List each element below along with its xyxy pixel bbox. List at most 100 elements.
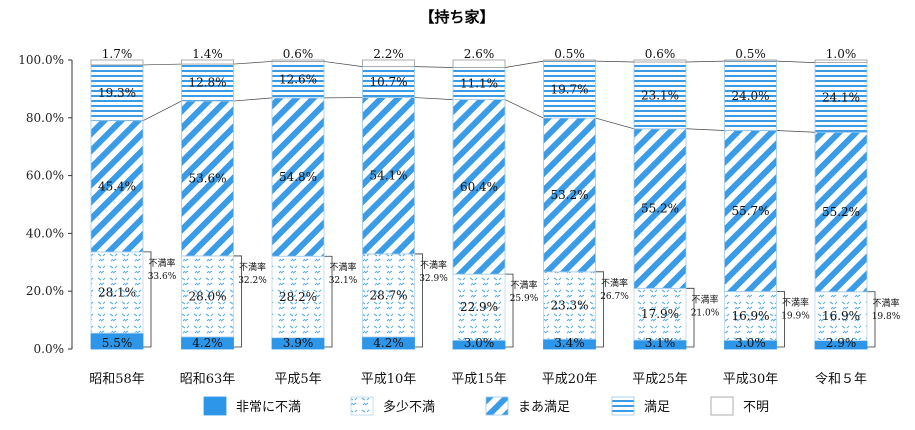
unknown-segment: [90, 59, 144, 66]
fairly-satisfied-segment: [181, 100, 234, 257]
satisfied-segment: [633, 61, 687, 130]
satisfied-label: 12.6%: [279, 73, 317, 87]
fairly-satisfied-segment: [452, 99, 506, 275]
legend-swatch: [485, 396, 509, 416]
x-category-label: 昭和63年: [180, 372, 236, 387]
somewhat-dissatisfied-label: 17.9%: [641, 307, 679, 321]
legend-label: 非常に不満: [236, 400, 301, 415]
data-labels: 5.5% 28.1% 45.4% 19.3% 1.7% 不満率 33.6% 4.2% 28.0%…: [98, 47, 901, 350]
unknown-segment: [814, 59, 868, 64]
legend-label: まあ満足: [518, 400, 570, 415]
legend-swatch: [710, 396, 734, 416]
somewhat-dissatisfied-label: 23.3%: [550, 299, 588, 313]
satisfied-segment: [452, 67, 506, 100]
dissatisfaction-bracket: [776, 291, 785, 348]
very-dissatisfied-label: 3.0%: [464, 336, 495, 350]
dissatisfaction-rate-title: 不満率: [601, 277, 628, 289]
x-category-label: 平成15年: [451, 372, 507, 387]
series-connector-line: [504, 60, 544, 68]
satisfied-label: 23.1%: [641, 88, 679, 102]
x-category-label: 平成5年: [274, 372, 321, 387]
fairly-satisfied-label: 55.7%: [731, 204, 769, 218]
somewhat-dissatisfied-label: 28.0%: [188, 289, 226, 303]
dissatisfaction-rate-title: 不満率: [329, 261, 356, 273]
series-connector-line: [142, 100, 182, 122]
series-connector-line: [504, 99, 544, 119]
satisfied-segment: [362, 66, 415, 98]
somewhat-dissatisfied-label: 22.9%: [460, 300, 498, 314]
fairly-satisfied-segment: [90, 120, 144, 253]
unknown-label: 0.6%: [283, 47, 314, 61]
somewhat-dissatisfied-segment: [633, 287, 687, 341]
somewhat-dissatisfied-segment: [452, 273, 506, 341]
chart-title: 【持ち家】: [419, 8, 494, 26]
series-connector-line: [233, 97, 273, 102]
x-category-label: 平成10年: [361, 372, 417, 387]
fairly-satisfied-segment: [814, 131, 868, 293]
legend-label: 不明: [743, 400, 769, 415]
series-connector-line: [595, 117, 635, 130]
very-dissatisfied-label: 3.1%: [645, 336, 676, 350]
y-tick-label: 0.0%: [34, 342, 65, 356]
somewhat-dissatisfied-label: 28.1%: [98, 286, 136, 300]
connector-lines: [142, 60, 876, 348]
legend-swatch: [350, 396, 374, 416]
very-dissatisfied-label: 2.9%: [826, 336, 857, 350]
fairly-satisfied-label: 55.2%: [641, 202, 679, 216]
very-dissatisfied-label: 3.0%: [735, 336, 766, 350]
very-dissatisfied-label: 4.2%: [192, 336, 223, 350]
satisfied-label: 19.7%: [550, 83, 588, 97]
somewhat-dissatisfied-segment: [814, 291, 868, 342]
fairly-satisfied-label: 60.4%: [460, 180, 498, 194]
dissatisfaction-rate-value: 32.1%: [329, 276, 358, 286]
series-connector-line: [776, 60, 816, 63]
dissatisfaction-rate-value: 19.9%: [781, 311, 810, 321]
dissatisfaction-bracket: [324, 255, 333, 348]
somewhat-dissatisfied-segment: [362, 253, 415, 338]
fairly-satisfied-label: 45.4%: [98, 179, 136, 193]
series-connector-line: [595, 60, 635, 63]
y-tick-label: 60.0%: [26, 169, 64, 183]
legend-swatch: [611, 396, 635, 416]
somewhat-dissatisfied-label: 16.9%: [822, 309, 860, 323]
satisfied-label: 10.7%: [369, 75, 407, 89]
unknown-segment: [452, 59, 506, 68]
bars: [90, 59, 868, 350]
unknown-label: 0.5%: [735, 47, 766, 61]
y-tick-label: 20.0%: [26, 284, 64, 298]
dissatisfaction-rate-title: 不満率: [510, 279, 537, 291]
dissatisfaction-rate-title: 不満率: [420, 259, 447, 271]
satisfied-segment: [543, 60, 596, 119]
somewhat-dissatisfied-segment: [181, 255, 234, 338]
fairly-satisfied-segment: [543, 117, 596, 273]
dissatisfaction-rate-title: 不満率: [691, 293, 718, 305]
y-axis: 0.0% 20.0% 40.0% 60.0% 80.0% 100.0%: [18, 53, 73, 356]
series-connector-line: [685, 128, 725, 131]
legend: 非常に不満 多少不満 まあ満足 満足 不明: [203, 396, 769, 416]
fairly-satisfied-label: 54.1%: [369, 169, 407, 183]
fairly-satisfied-segment: [724, 130, 777, 292]
dissatisfaction-bracket: [414, 253, 423, 348]
fairly-satisfied-label: 53.2%: [550, 188, 588, 202]
dissatisfaction-rate-value: 32.9%: [419, 274, 448, 284]
unknown-segment: [271, 59, 325, 62]
unknown-segment: [633, 59, 687, 63]
series-connector-line: [142, 63, 182, 66]
legend-label: 多少不満: [383, 399, 435, 415]
x-category-label: 令和５年: [815, 372, 867, 387]
fairly-satisfied-segment: [633, 128, 687, 289]
dissatisfaction-rate-title: 不満率: [872, 297, 899, 309]
series-connector-line: [414, 66, 454, 68]
very-dissatisfied-label: 4.2%: [373, 336, 404, 350]
somewhat-dissatisfied-label: 28.2%: [279, 290, 317, 304]
satisfied-label: 12.8%: [188, 76, 226, 90]
x-axis-categories: 昭和58年 昭和63年 平成5年 平成10年 平成15年 平成20年 平成25年 平成30年 令…: [89, 372, 867, 387]
x-category-label: 平成20年: [542, 372, 598, 387]
dissatisfaction-bracket: [143, 251, 152, 348]
dissatisfaction-rate-value: 26.7%: [600, 292, 629, 302]
dissatisfaction-rate-title: 不満率: [239, 261, 266, 273]
somewhat-dissatisfied-segment: [724, 291, 777, 341]
y-tick-label: 100.0%: [18, 53, 64, 67]
dissatisfaction-rate-title: 不満率: [782, 296, 809, 308]
